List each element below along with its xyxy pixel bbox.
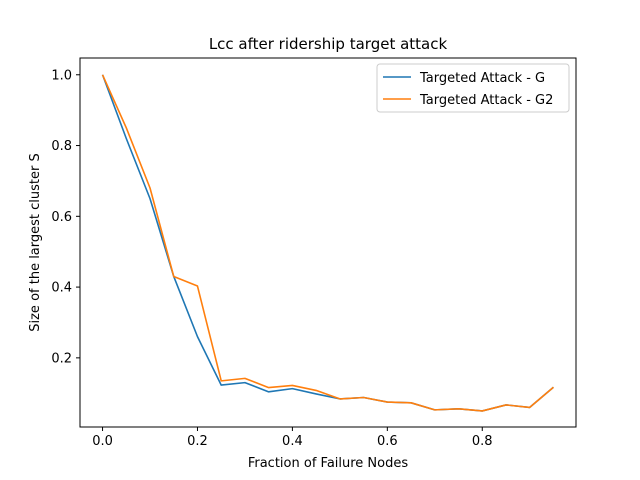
legend-label-1: Targeted Attack - G: [419, 71, 545, 86]
x-tick-label: 0.4: [282, 434, 303, 449]
x-axis-title: Fraction of Failure Nodes: [248, 456, 409, 471]
x-tick-label: 0.8: [472, 434, 493, 449]
chart-title: Lcc after ridership target attack: [209, 35, 448, 53]
y-tick-label: 0.8: [51, 139, 72, 154]
x-tick-label: 0.6: [377, 434, 398, 449]
y-tick-label: 0.6: [51, 210, 72, 225]
y-tick-label: 0.4: [51, 281, 72, 296]
legend-box: [376, 63, 570, 113]
legend-label-2: Targeted Attack - G2: [419, 93, 553, 108]
y-axis-title: Size of the largest cluster S: [28, 153, 43, 332]
legend: Targeted Attack - G Targeted Attack - G2: [376, 63, 570, 113]
x-axis: 0.0 0.2 0.4 0.6 0.8: [92, 427, 493, 449]
series-layer: [101, 74, 554, 412]
plot-area-frame: [79, 57, 577, 428]
series-line-2: [101, 74, 554, 412]
y-tick-label: 1.0: [51, 68, 72, 83]
x-tick-label: 0.2: [187, 434, 208, 449]
x-tick-label: 0.0: [92, 434, 113, 449]
y-axis: 0.2 0.4 0.6 0.8 1.0: [51, 68, 80, 366]
y-tick-label: 0.2: [51, 351, 72, 366]
